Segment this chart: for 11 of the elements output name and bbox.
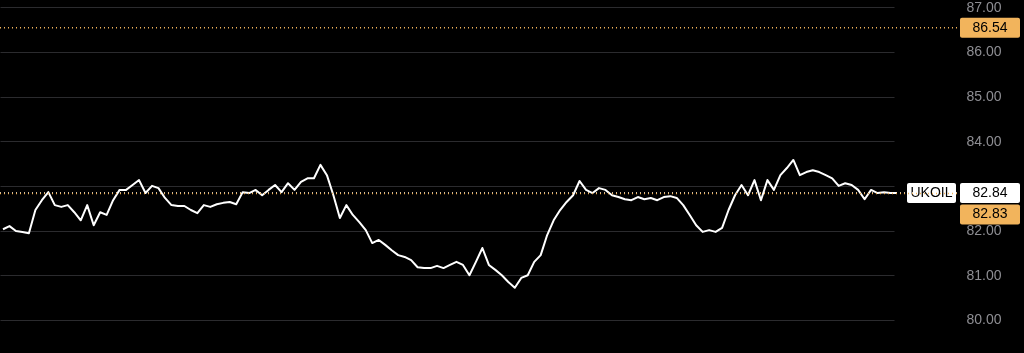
y-tick-label: 87.00 <box>966 0 1002 15</box>
y-tick-label: 81.00 <box>966 266 1002 283</box>
y-tick-label: 80.00 <box>966 311 1002 328</box>
y-tick-label: 84.00 <box>966 132 1002 149</box>
series-label: UKOIL <box>910 184 953 201</box>
y-tick-label: 82.00 <box>966 222 1002 239</box>
ref-line-label: 82.84 <box>972 184 1008 201</box>
y-tick-label: 86.00 <box>966 43 1002 60</box>
ref-line-label: 86.54 <box>972 18 1008 35</box>
y-tick-label: 85.00 <box>966 88 1002 105</box>
ref-line-label: 82.83 <box>972 205 1008 222</box>
